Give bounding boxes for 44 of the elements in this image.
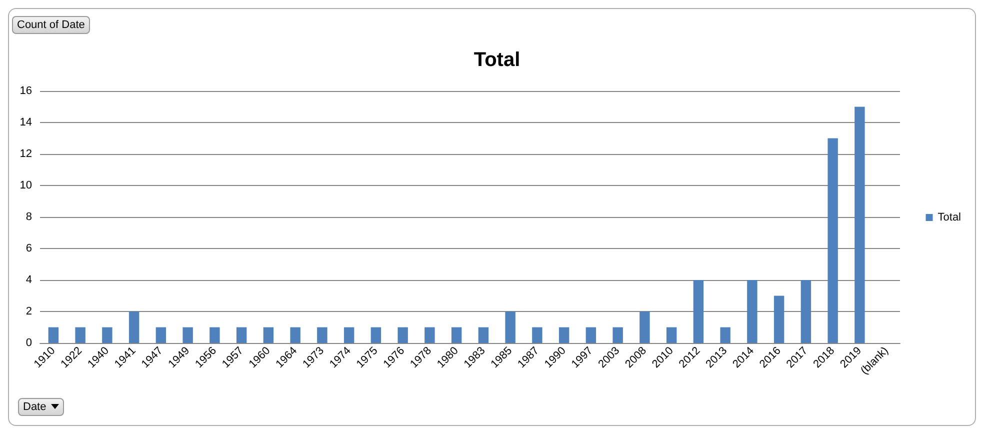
legend-label: Total [938,212,962,224]
bar [156,327,166,343]
chart-title: Total [474,49,520,71]
bar [640,312,650,343]
y-tick-label: 2 [26,306,32,318]
bar [344,327,354,343]
y-tick-label: 16 [20,85,32,97]
bar [505,312,516,343]
bar [210,327,220,343]
bar [720,327,730,343]
bar [290,327,300,343]
bar [182,327,193,343]
bar [236,327,247,343]
y-tick-label: 14 [20,116,32,128]
y-tick-label: 10 [20,180,32,192]
bar [747,280,758,343]
y-tick-label: 4 [26,274,32,286]
bar [558,327,570,343]
bar [75,327,86,343]
bar [424,327,435,343]
y-tick-label: 0 [26,337,32,349]
bar [532,327,542,343]
text: Count of Date [12,16,90,34]
bar [828,138,838,343]
bar [317,327,328,343]
bar [586,327,596,343]
bar [102,327,112,343]
bar [370,327,382,343]
bar [478,327,489,343]
text: Date [18,398,64,416]
bar [774,296,784,343]
y-tick-label: 12 [20,148,32,160]
bar [398,327,408,343]
bar [48,327,59,343]
bar [263,327,274,343]
bar [800,280,812,343]
bar [854,106,865,343]
y-tick-label: 6 [26,242,32,254]
bar [693,280,704,343]
bar [451,327,462,343]
bar [612,327,623,343]
bar [128,312,140,343]
y-tick-label: 8 [26,211,32,223]
bar [666,327,677,343]
